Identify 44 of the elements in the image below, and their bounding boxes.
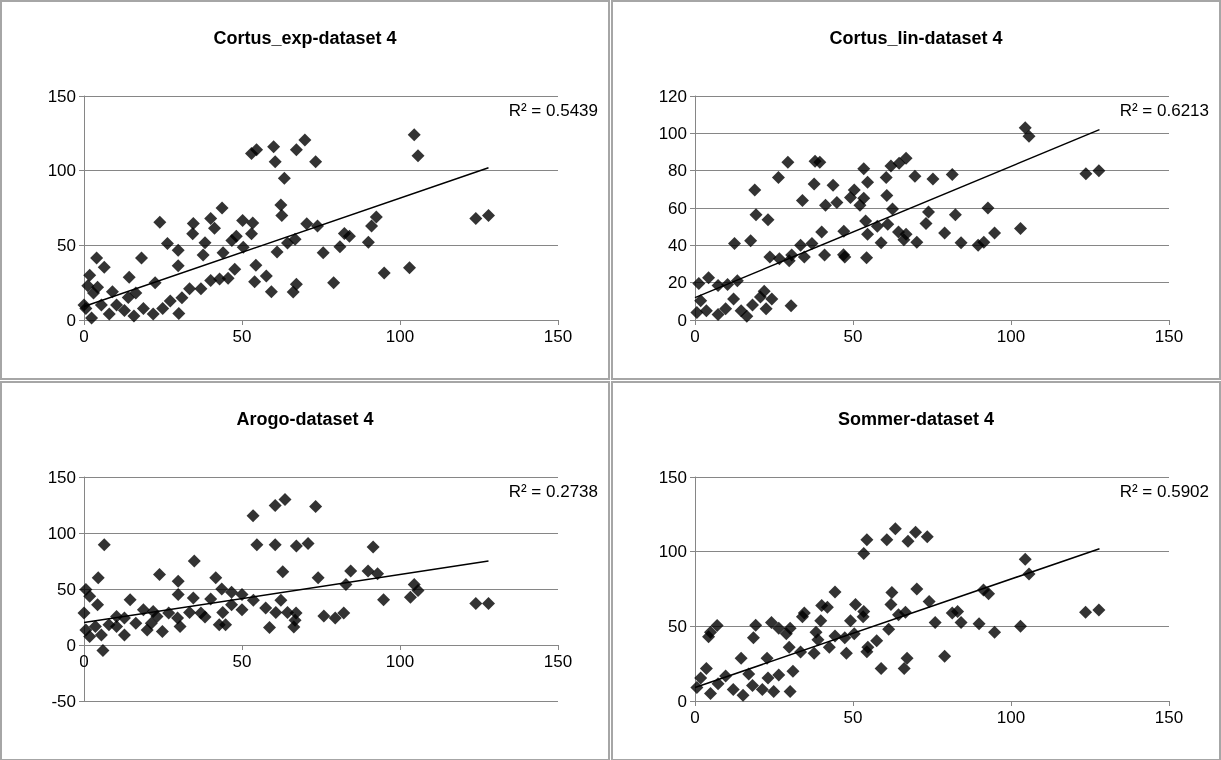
chart-title: Cortus_lin-dataset 4 (829, 28, 1003, 48)
x-tick-label: 100 (996, 327, 1026, 346)
annotation: R² = 0.5902 (1119, 482, 1209, 501)
chart-title: Arogo-dataset 4 (236, 409, 374, 429)
y-tick-label: 20 (668, 273, 687, 293)
annotation: R² = 0.2738 (508, 482, 598, 501)
x-tick-label: 0 (690, 327, 700, 346)
x-tick-label: 0 (79, 327, 89, 346)
x-tick-label: 100 (385, 652, 415, 671)
y-tick-label: 120 (658, 86, 687, 106)
x-tick-label: 50 (232, 327, 252, 346)
chart-title: Sommer-dataset 4 (837, 409, 995, 429)
y-tick-label: 150 (47, 86, 76, 106)
y-tick-label: 100 (47, 161, 76, 181)
annotation: R² = 0.5439 (508, 101, 598, 120)
y-tick-label: 100 (47, 523, 76, 543)
y-tick-label: 50 (668, 616, 687, 636)
x-tick-label: 50 (232, 652, 252, 671)
y-tick-label: 150 (658, 467, 687, 487)
x-tick-label: 150 (543, 652, 573, 671)
y-tick-label: 60 (668, 198, 687, 218)
x-tick-label: 150 (1154, 327, 1184, 346)
y-tick-label: 40 (668, 235, 687, 255)
y-tick-label: 0 (677, 310, 687, 330)
y-tick-label: 50 (57, 579, 76, 599)
y-tick-label: 50 (57, 235, 76, 255)
y-tick-label: 150 (47, 467, 76, 487)
x-tick-label: 50 (843, 708, 863, 727)
x-tick-label: 100 (385, 327, 415, 346)
chart-title: Cortus_exp-dataset 4 (213, 28, 397, 48)
x-tick-label: 50 (843, 327, 863, 346)
x-tick-label: 0 (690, 708, 700, 727)
y-tick-label: 0 (66, 635, 76, 655)
y-tick-label: 100 (658, 123, 687, 143)
x-tick-label: 150 (543, 327, 573, 346)
annotation: R² = 0.6213 (1119, 101, 1209, 120)
y-tick-label: 0 (677, 691, 687, 711)
x-tick-label: 100 (996, 708, 1026, 727)
x-tick-label: 0 (79, 652, 89, 671)
x-tick-label: 150 (1154, 708, 1184, 727)
y-tick-label: 0 (66, 310, 76, 330)
y-tick-label: 100 (658, 542, 687, 562)
y-tick-label: -50 (51, 691, 76, 711)
y-tick-label: 80 (668, 161, 687, 181)
